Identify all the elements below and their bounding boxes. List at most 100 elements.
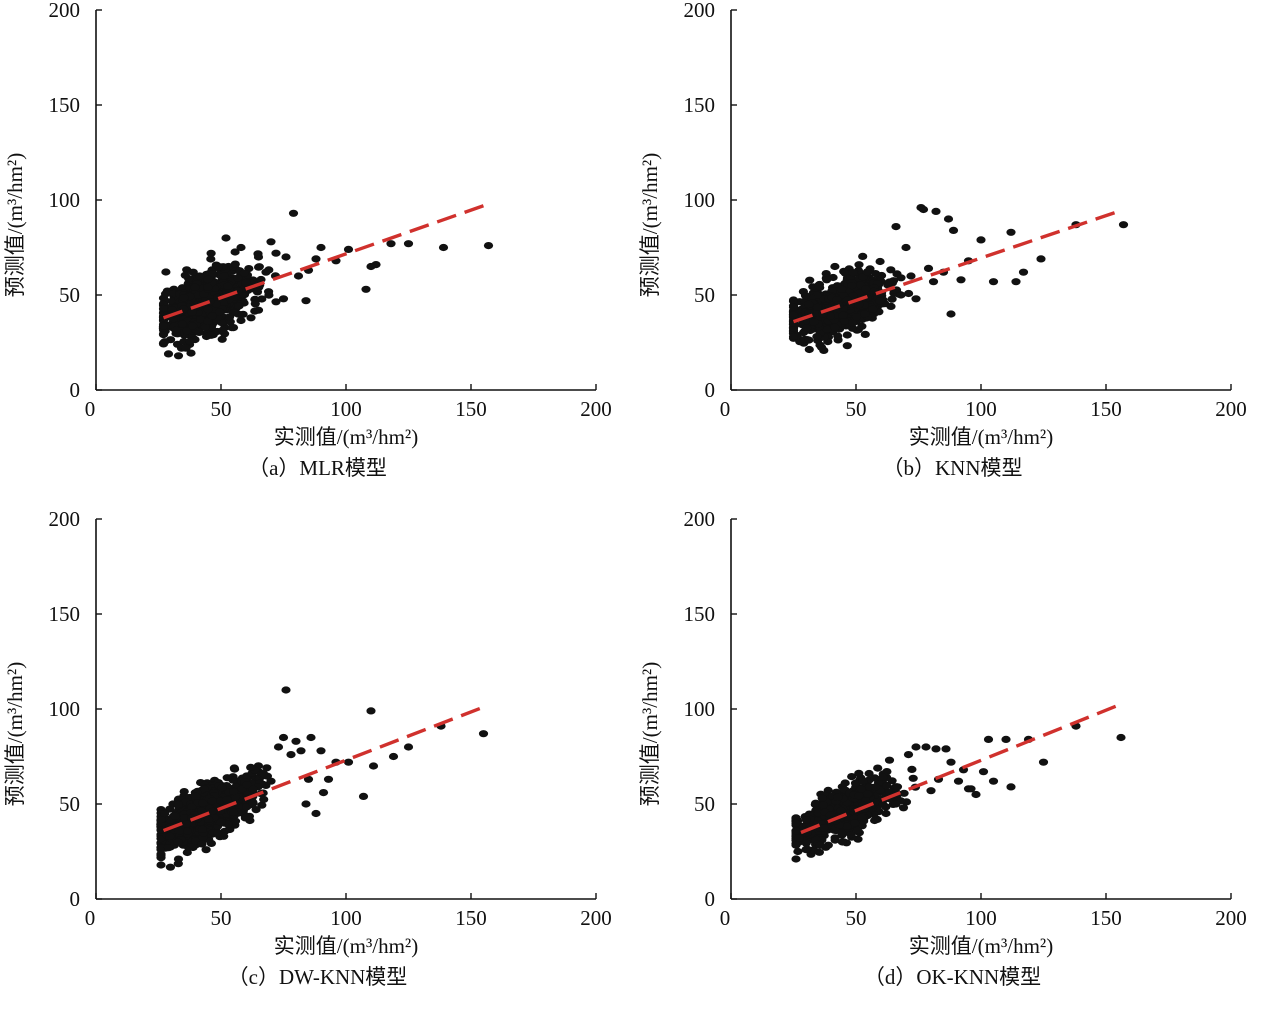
data-point <box>956 276 966 284</box>
data-point <box>854 301 864 309</box>
data-point <box>850 779 861 787</box>
data-point <box>908 774 918 782</box>
data-point <box>848 319 858 327</box>
y-tick-label: 150 <box>49 93 81 117</box>
data-point <box>311 809 321 818</box>
data-point <box>266 777 276 785</box>
data-point <box>822 276 832 284</box>
data-point <box>837 285 847 293</box>
data-point <box>257 801 267 809</box>
data-point <box>875 257 885 266</box>
data-point <box>248 785 258 793</box>
data-point <box>887 295 897 303</box>
data-point <box>218 326 228 334</box>
panel-knn: 0 50 100 150 200 0 50 100 150 200 实测值/(m³/hm²) 预测… <box>635 0 1270 509</box>
data-point <box>946 310 956 318</box>
data-point <box>203 275 213 283</box>
y-tick-label: 150 <box>684 602 716 626</box>
data-point <box>185 337 195 345</box>
y-axis-label: 预测值/(m³/hm²) <box>3 153 27 297</box>
data-point <box>1036 255 1046 263</box>
data-point <box>158 304 169 313</box>
data-point <box>811 799 821 807</box>
data-point <box>926 787 936 795</box>
data-point <box>791 814 801 822</box>
data-point <box>217 784 227 792</box>
data-point <box>301 800 311 808</box>
data-point <box>804 345 814 354</box>
data-point <box>163 844 174 852</box>
data-point <box>800 292 811 300</box>
data-point <box>215 308 225 316</box>
data-point <box>875 297 885 305</box>
data-point <box>822 325 832 333</box>
data-point <box>858 777 868 785</box>
data-point <box>931 207 941 215</box>
data-point <box>206 255 216 263</box>
data-point <box>847 773 857 781</box>
data-point <box>858 273 868 281</box>
data-point <box>833 332 843 340</box>
data-point <box>180 271 190 279</box>
data-point <box>343 245 354 253</box>
data-point <box>248 799 258 807</box>
data-point <box>819 824 829 832</box>
axes <box>95 10 596 391</box>
data-point <box>229 764 239 772</box>
y-tick-label: 100 <box>49 697 81 721</box>
data-point <box>368 762 379 770</box>
data-point <box>199 290 209 298</box>
data-point <box>846 831 856 839</box>
data-point <box>259 795 269 803</box>
data-point <box>197 825 207 833</box>
data-point <box>181 344 191 352</box>
data-point <box>886 302 896 310</box>
data-point <box>203 815 214 823</box>
data-point <box>923 264 934 272</box>
data-point <box>854 792 864 800</box>
data-point <box>904 289 914 298</box>
y-tick-label: 100 <box>49 188 81 212</box>
data-point <box>388 752 399 761</box>
data-point <box>1001 735 1011 743</box>
ticks: 0 50 100 150 200 0 50 100 150 200 <box>684 509 1247 930</box>
y-tick-label: 200 <box>49 0 81 22</box>
data-point <box>358 792 369 800</box>
x-tick-label: 100 <box>330 906 362 930</box>
data-point <box>229 808 239 817</box>
y-tick-label: 200 <box>49 509 81 531</box>
data-point <box>840 779 850 787</box>
data-point <box>271 298 281 306</box>
data-point <box>198 799 208 807</box>
y-tick-label: 50 <box>59 283 80 307</box>
data-point <box>814 848 824 856</box>
data-point <box>173 838 183 846</box>
data-point <box>896 291 906 299</box>
data-point <box>174 827 184 835</box>
panel-ok-knn: 0 50 100 150 200 0 50 100 150 200 实测值/(m³/hm²) 预测… <box>635 509 1270 1018</box>
data-point <box>188 268 198 276</box>
data-point <box>847 324 858 332</box>
data-point <box>881 809 891 818</box>
x-tick-label: 100 <box>965 906 997 930</box>
data-point <box>830 834 840 842</box>
y-tick-label: 150 <box>49 602 81 626</box>
data-point <box>207 807 217 815</box>
data-point <box>242 781 252 789</box>
data-point <box>223 282 233 290</box>
chart-mlr: 0 50 100 150 200 0 50 100 150 200 实测值/(m³/hm²) 预测… <box>3 0 612 449</box>
data-point <box>851 313 862 321</box>
y-tick-label: 50 <box>694 792 715 816</box>
data-point <box>478 730 489 738</box>
data-point <box>870 816 880 825</box>
data-point <box>817 794 827 802</box>
data-point <box>187 308 197 316</box>
data-point <box>850 819 860 827</box>
data-point <box>366 707 376 715</box>
data-point <box>898 804 909 812</box>
data-point <box>229 787 239 796</box>
data-point <box>182 820 192 828</box>
data-point <box>791 819 801 827</box>
x-tick-label: 150 <box>455 397 487 421</box>
data-point <box>791 855 801 863</box>
